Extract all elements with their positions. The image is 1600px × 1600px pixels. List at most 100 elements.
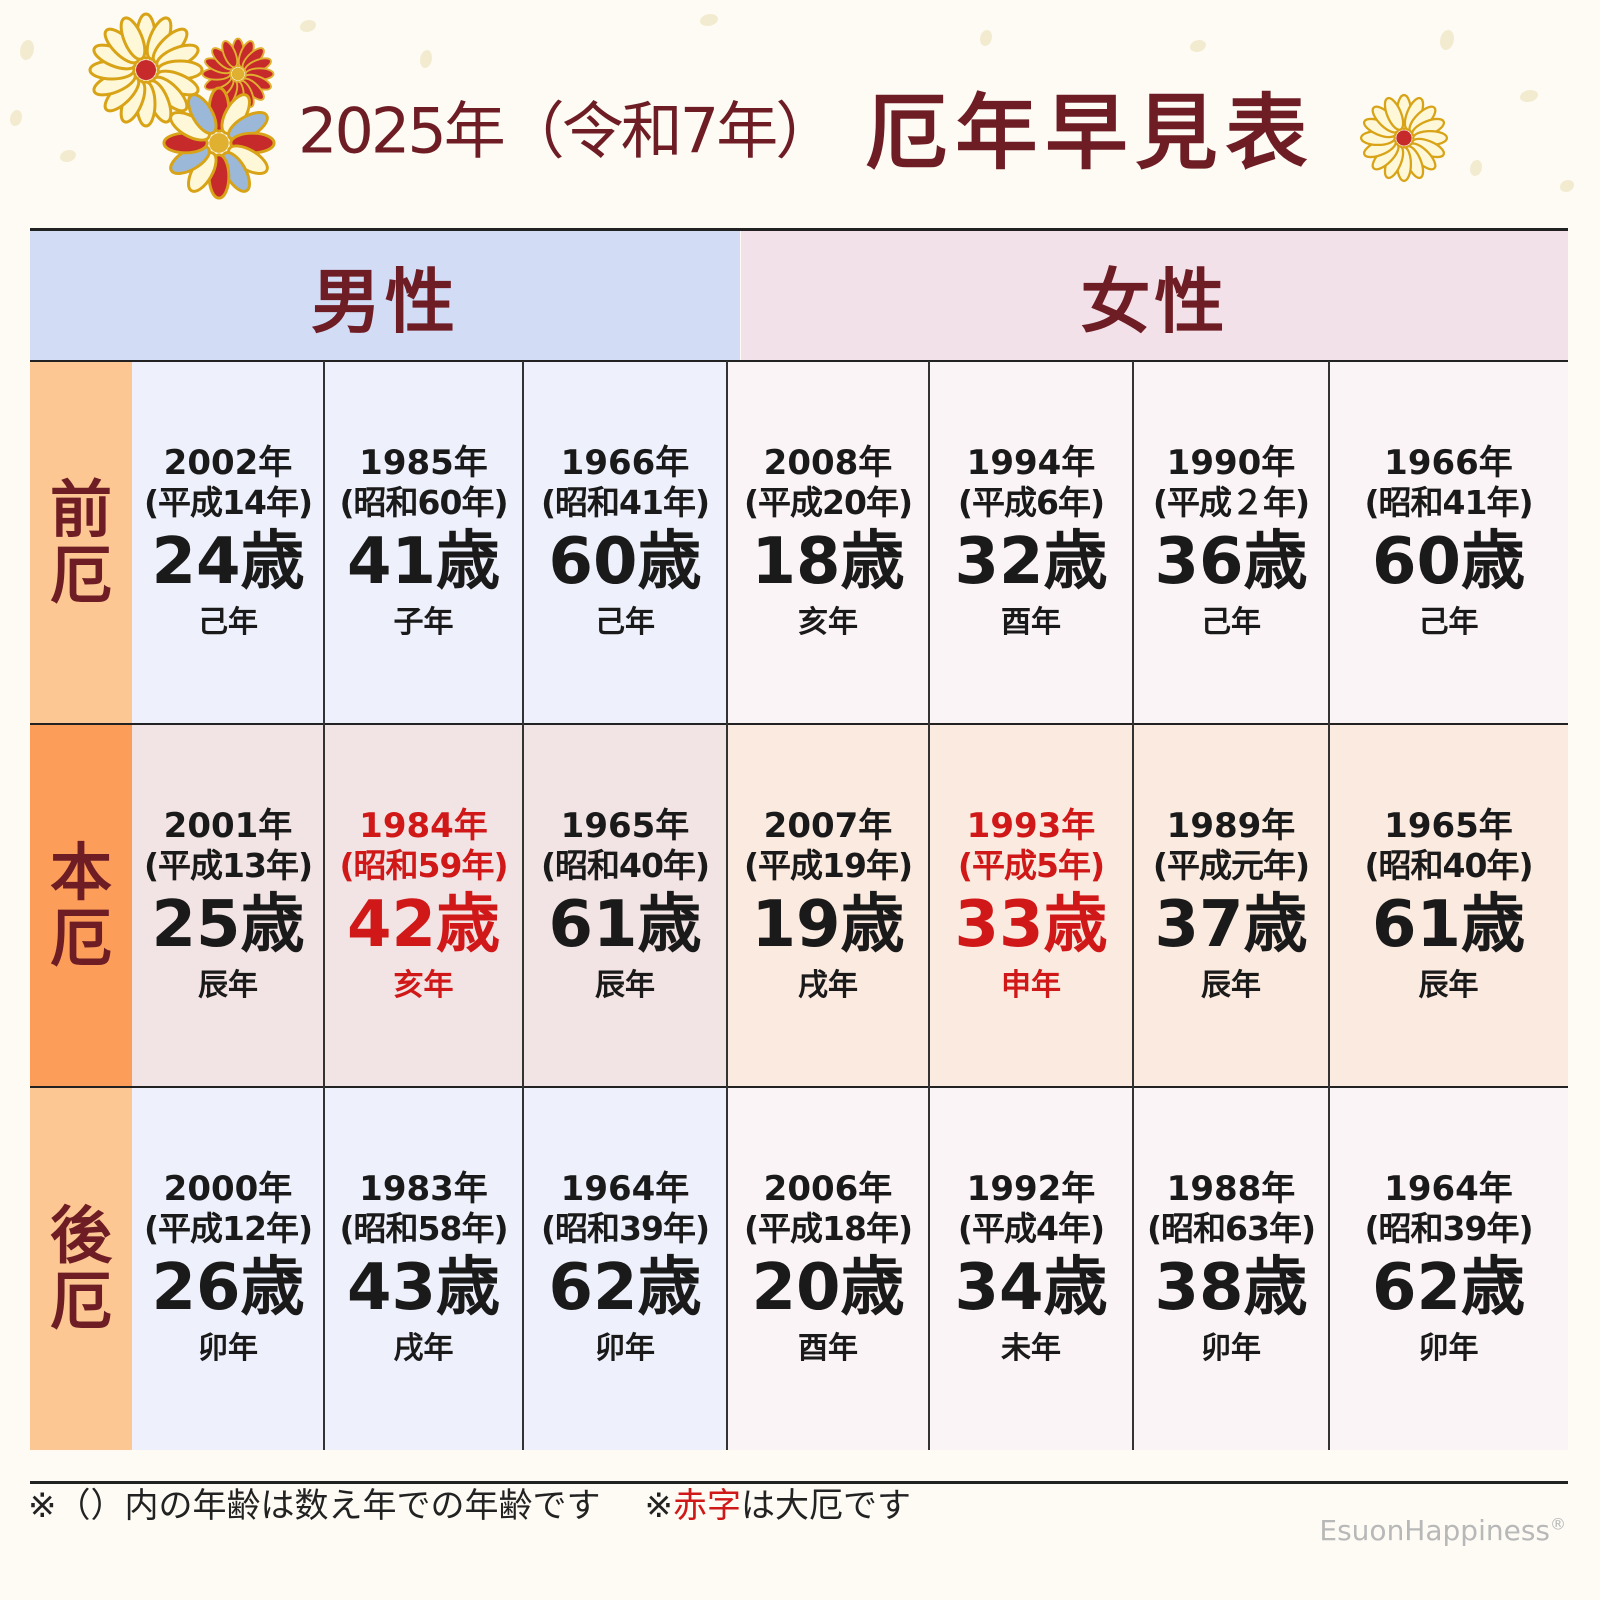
yakudoshi-cell: 1965年 (昭和40年) 61歳 辰年 [523,724,727,1087]
chrysanthemum-yellow-icon [88,12,204,128]
cell-age: 61歳 [548,887,702,962]
cell-birth-year: 2006年 [763,1168,893,1209]
column-divider [928,361,930,1450]
row-label-char: 前 [49,473,112,547]
cell-age: 26歳 [151,1250,305,1325]
header-female: 女性 [741,231,1568,361]
footnote: ※（）内の年齢は数え年での年齢です ※赤字は大厄です [28,1478,911,1527]
cell-age: 62歳 [548,1250,702,1325]
cell-age: 60歳 [1371,524,1526,599]
yakudoshi-cell: 1966年 (昭和41年) 60歳 己年 [1329,361,1568,724]
row-label-hon: 本厄 [30,724,132,1087]
cell-age: 61歳 [1371,887,1526,962]
cell-birth-year: 1984年 [359,805,488,846]
column-divider [1132,361,1134,1450]
cell-era-year: (昭和41年) [540,482,710,522]
cell-birth-year: 1965年 [1384,805,1513,846]
yakudoshi-cell: 1984年 (昭和59年) 42歳 亥年 [324,724,523,1087]
row-label-char: 厄 [49,1264,112,1338]
cell-age: 36歳 [1154,524,1308,599]
yakudoshi-cell: 1989年 (平成元年) 37歳 辰年 [1133,724,1329,1087]
chrysanthemum-multicolor-icon [162,86,276,200]
cell-age: 18歳 [751,524,905,599]
yakudoshi-cell: 1993年 (平成5年) 33歳 申年 [929,724,1133,1087]
column-divider [323,361,325,1450]
cell-birth-year: 1964年 [560,1168,690,1209]
cell-age: 20歳 [751,1250,905,1325]
cell-era-year: (平成14年) [143,482,313,522]
credit-watermark: EsuonHappiness® [1319,1514,1566,1547]
cell-era-year: (昭和40年) [1364,845,1533,885]
cell-zodiac: 卯年 [1201,1330,1261,1366]
cell-zodiac: 卯年 [1418,1330,1479,1366]
cell-birth-year: 1992年 [966,1168,1096,1209]
cell-zodiac: 子年 [393,604,454,640]
row-divider [30,1086,1568,1088]
row-label-char: 厄 [49,901,112,975]
cell-era-year: (平成6年) [957,482,1105,522]
cell-era-year: (昭和58年) [339,1208,508,1248]
cell-zodiac: 酉年 [798,1330,858,1366]
cell-zodiac: 戌年 [798,967,858,1003]
row-label-zen: 前厄 [30,361,132,724]
cell-age: 33歳 [954,887,1108,962]
cell-era-year: (平成20年) [743,482,913,522]
column-divider [522,361,524,1450]
cell-age: 42歳 [346,887,501,962]
cell-zodiac: 辰年 [595,967,655,1003]
cell-age: 34歳 [954,1250,1108,1325]
cell-zodiac: 辰年 [1418,967,1479,1003]
footnote-taiyaku-note: は大厄です [741,1486,911,1526]
column-divider [726,361,728,1450]
cell-age: 38歳 [1154,1250,1308,1325]
cell-birth-year: 1994年 [966,442,1096,483]
cell-birth-year: 1990年 [1166,442,1296,483]
cell-age: 43歳 [346,1250,501,1325]
cell-age: 60歳 [548,524,702,599]
cell-era-year: (平成12年) [143,1208,313,1248]
yakudoshi-cell: 1992年 (平成4年) 34歳 未年 [929,1087,1133,1450]
yakudoshi-cell: 1988年 (昭和63年) 38歳 卯年 [1133,1087,1329,1450]
title-main: 厄年早見表 [865,85,1316,181]
yakudoshi-cell: 1985年 (昭和60年) 41歳 子年 [324,361,523,724]
cell-zodiac: 己年 [1418,604,1479,640]
cell-era-year: (平成13年) [143,845,313,885]
row-label-go: 後厄 [30,1087,132,1450]
cell-zodiac: 戌年 [393,1330,454,1366]
yakudoshi-cell: 2000年 (平成12年) 26歳 卯年 [132,1087,324,1450]
cell-age: 24歳 [151,524,305,599]
cell-zodiac: 申年 [1001,967,1061,1003]
cell-birth-year: 1983年 [359,1168,488,1209]
yakudoshi-cell: 2008年 (平成20年) 18歳 亥年 [727,361,929,724]
row-label-char: 厄 [49,538,112,612]
cell-age: 37歳 [1154,887,1308,962]
row-divider [30,360,1568,362]
cell-era-year: (昭和60年) [339,482,508,522]
cell-era-year: (昭和59年) [339,845,508,885]
credit-text: EsuonHappiness [1319,1514,1550,1547]
cell-birth-year: 1964年 [1384,1168,1513,1209]
cell-birth-year: 2000年 [163,1168,293,1209]
cell-zodiac: 己年 [1201,604,1261,640]
footnote-age-note: ※（）内の年齢は数え年での年齢です [28,1486,601,1526]
header-male: 男性 [30,231,740,361]
yakudoshi-cell: 2007年 (平成19年) 19歳 戌年 [727,724,929,1087]
cell-age: 41歳 [346,524,501,599]
cell-zodiac: 未年 [1001,1330,1061,1366]
yakudoshi-cell: 1966年 (昭和41年) 60歳 己年 [523,361,727,724]
cell-birth-year: 1988年 [1166,1168,1296,1209]
chrysanthemum-yellow-right-icon [1359,93,1449,183]
cell-birth-year: 2007年 [763,805,893,846]
registered-mark: ® [1550,1514,1566,1534]
cell-zodiac: 亥年 [798,604,858,640]
page-title: 2025年（令和7年） 厄年早見表 [298,66,1315,185]
yakudoshi-cell: 1964年 (昭和39年) 62歳 卯年 [523,1087,727,1450]
cell-birth-year: 1989年 [1166,805,1296,846]
title-year: 2025年（令和7年） [298,94,837,168]
row-label-char: 後 [49,1199,112,1273]
yakudoshi-cell: 1965年 (昭和40年) 61歳辰年 [1329,724,1568,1087]
cell-zodiac: 己年 [198,604,258,640]
cell-zodiac: 辰年 [1201,967,1261,1003]
yakudoshi-cell: 2002年 (平成14年) 24歳 己年 [132,361,324,724]
cell-era-year: (平成２年) [1152,482,1310,522]
